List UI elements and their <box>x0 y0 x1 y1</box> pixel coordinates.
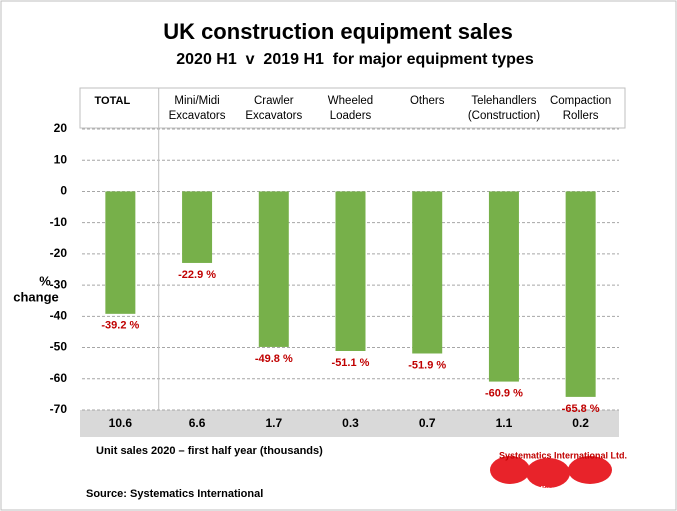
bar <box>182 191 213 263</box>
unit-sales: 1.7 <box>265 416 282 430</box>
logo-shape <box>526 458 570 488</box>
y-tick-label: -30 <box>50 277 68 291</box>
x-tick-label: Excavators <box>169 110 226 122</box>
value-label: -39.2 % <box>101 320 139 332</box>
x-tick-label: Crawler <box>254 95 294 107</box>
y-tick-label: 0 <box>60 184 67 198</box>
bar <box>565 191 596 397</box>
source: Source: Systematics International <box>86 488 263 500</box>
bar <box>335 191 366 351</box>
y-tick-label: -40 <box>50 309 68 323</box>
x-tick-label: TOTAL <box>95 95 131 107</box>
y-tick-label: 20 <box>54 121 68 135</box>
value-label: -22.9 % <box>178 269 216 281</box>
chart-subtitle: 2020 H1 v 2019 H1 for major equipment ty… <box>176 51 534 68</box>
logo-tagline: Adding Value to Data <box>524 484 615 494</box>
logo-name: Systematics International Ltd. <box>499 450 627 460</box>
logo-shape <box>490 456 530 484</box>
value-label: -60.9 % <box>485 387 523 399</box>
x-tick-label: Wheeled <box>328 95 373 107</box>
x-tick-label: (Construction) <box>468 110 540 122</box>
y-tick-label: -50 <box>50 340 68 354</box>
x-tick-label: Others <box>410 95 445 107</box>
unit-sales: 0.3 <box>342 416 359 430</box>
y-axis-label: change <box>13 289 59 304</box>
value-label: -51.1 % <box>332 357 370 369</box>
unit-sales: 6.6 <box>189 416 206 430</box>
unit-sales: 0.7 <box>419 416 436 430</box>
y-tick-label: -10 <box>50 215 68 229</box>
value-label: -65.8 % <box>562 403 600 415</box>
bar <box>258 191 289 347</box>
unit-sales-label: Unit sales 2020 – first half year (thous… <box>96 445 323 457</box>
unit-sales: 0.2 <box>572 416 589 430</box>
value-label: -51.9 % <box>408 359 446 371</box>
x-tick-label: Telehandlers <box>471 95 536 107</box>
logo: Systematics International Ltd. Adding Va… <box>490 450 627 494</box>
y-axis-label: % <box>39 273 51 288</box>
value-label: -49.8 % <box>255 353 293 365</box>
bar <box>412 191 443 354</box>
unit-sales-band <box>80 410 619 437</box>
y-tick-label: -70 <box>50 402 68 416</box>
bar <box>488 191 519 382</box>
x-tick-label: Mini/Midi <box>174 95 219 107</box>
logo-shape <box>568 456 612 484</box>
y-tick-label: -60 <box>50 371 68 385</box>
x-tick-label: Excavators <box>245 110 302 122</box>
header-box <box>79 87 626 129</box>
y-tick-label: -20 <box>50 246 68 260</box>
x-tick-label: Loaders <box>330 110 372 122</box>
unit-sales: 1.1 <box>496 416 513 430</box>
y-tick-label: 10 <box>54 152 68 166</box>
x-tick-label: Rollers <box>563 110 599 122</box>
chart-title: UK construction equipment sales <box>163 19 513 44</box>
unit-sales: 10.6 <box>109 416 133 430</box>
x-tick-label: Compaction <box>550 95 611 107</box>
bar <box>105 191 136 314</box>
